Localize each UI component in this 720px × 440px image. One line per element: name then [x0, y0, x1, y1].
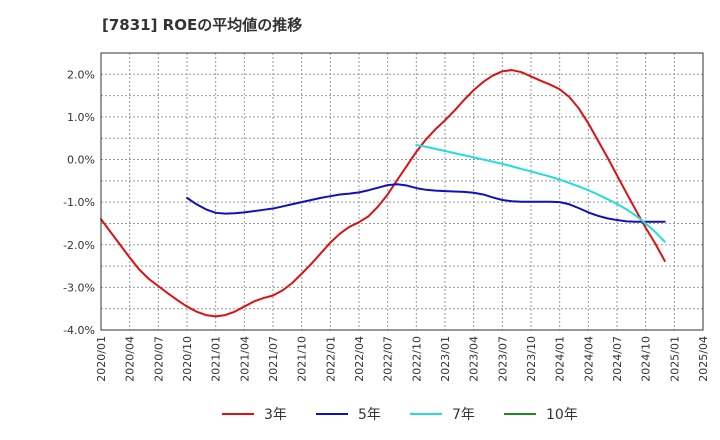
x-tick-label: 2024/01 — [554, 336, 567, 382]
plot-frame — [100, 52, 704, 331]
x-tick-label: 2023/07 — [496, 336, 509, 382]
grid-lines — [100, 52, 704, 331]
x-tick-label: 2023/10 — [525, 336, 538, 382]
legend-label-4: 10年 — [546, 407, 578, 423]
x-tick-label: 2021/07 — [267, 336, 280, 382]
y-tick-label: -4.0% — [63, 324, 95, 337]
y-tick-label: -3.0% — [63, 281, 95, 294]
x-tick-label: 2020/07 — [152, 336, 165, 382]
series-lines — [100, 69, 666, 318]
y-axis-tick-labels: -4.0% -3.0% -2.0% -1.0% 0.0% 1.0% 2.0% — [63, 68, 95, 337]
x-tick-label: 2020/04 — [124, 336, 137, 382]
x-axis-tick-labels: 2020/01 2020/04 2020/07 2020/10 2021/01 2021/… — [95, 336, 710, 382]
legend-label-3: 7年 — [452, 407, 475, 423]
x-tick-label: 2024/07 — [611, 336, 624, 382]
plot-background — [101, 53, 703, 330]
legend-label-2: 5年 — [358, 407, 381, 423]
y-tick-label: 0.0% — [67, 154, 95, 167]
series-line-2 — [186, 183, 666, 223]
y-tick-label: -1.0% — [63, 196, 95, 209]
y-tick-label: -2.0% — [63, 239, 95, 252]
plot-area — [101, 53, 703, 330]
legend: 3年 5年 7年 10年 — [222, 407, 578, 423]
x-tick-label: 2023/01 — [439, 336, 452, 382]
x-tick-label: 2021/01 — [210, 336, 223, 382]
y-tick-label: 1.0% — [67, 111, 95, 124]
x-tick-label: 2020/10 — [181, 336, 194, 382]
x-tick-label: 2022/04 — [353, 336, 366, 382]
x-tick-label: 2023/04 — [468, 336, 481, 382]
x-tick-label: 2025/04 — [697, 336, 710, 382]
x-tick-label: 2024/04 — [582, 336, 595, 382]
x-tick-label: 2022/07 — [382, 336, 395, 382]
series-line-1 — [100, 69, 666, 318]
x-tick-label: 2022/10 — [410, 336, 423, 382]
series-line-3 — [415, 144, 666, 243]
legend-label-1: 3年 — [264, 407, 287, 423]
chart-title: [7831] ROEの平均値の推移 — [102, 16, 303, 34]
y-tick-label: 2.0% — [67, 68, 95, 81]
x-tick-label: 2021/10 — [296, 336, 309, 382]
x-tick-label: 2025/01 — [668, 336, 681, 382]
x-tick-label: 2020/01 — [95, 336, 108, 382]
x-tick-label: 2024/10 — [640, 336, 653, 382]
x-tick-label: 2022/01 — [324, 336, 337, 382]
x-tick-label: 2021/04 — [238, 336, 251, 382]
plot-border — [100, 52, 704, 331]
